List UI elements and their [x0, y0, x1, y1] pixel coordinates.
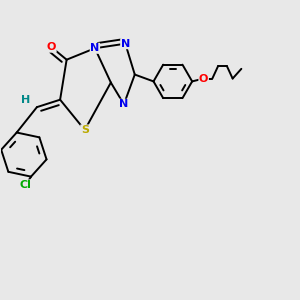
- Text: O: O: [199, 74, 208, 84]
- Text: N: N: [90, 43, 100, 53]
- Text: H: H: [21, 95, 31, 105]
- Text: S: S: [81, 125, 89, 135]
- Text: Cl: Cl: [20, 180, 32, 190]
- Text: N: N: [119, 99, 128, 109]
- Text: N: N: [121, 39, 130, 49]
- Text: O: O: [47, 42, 56, 52]
